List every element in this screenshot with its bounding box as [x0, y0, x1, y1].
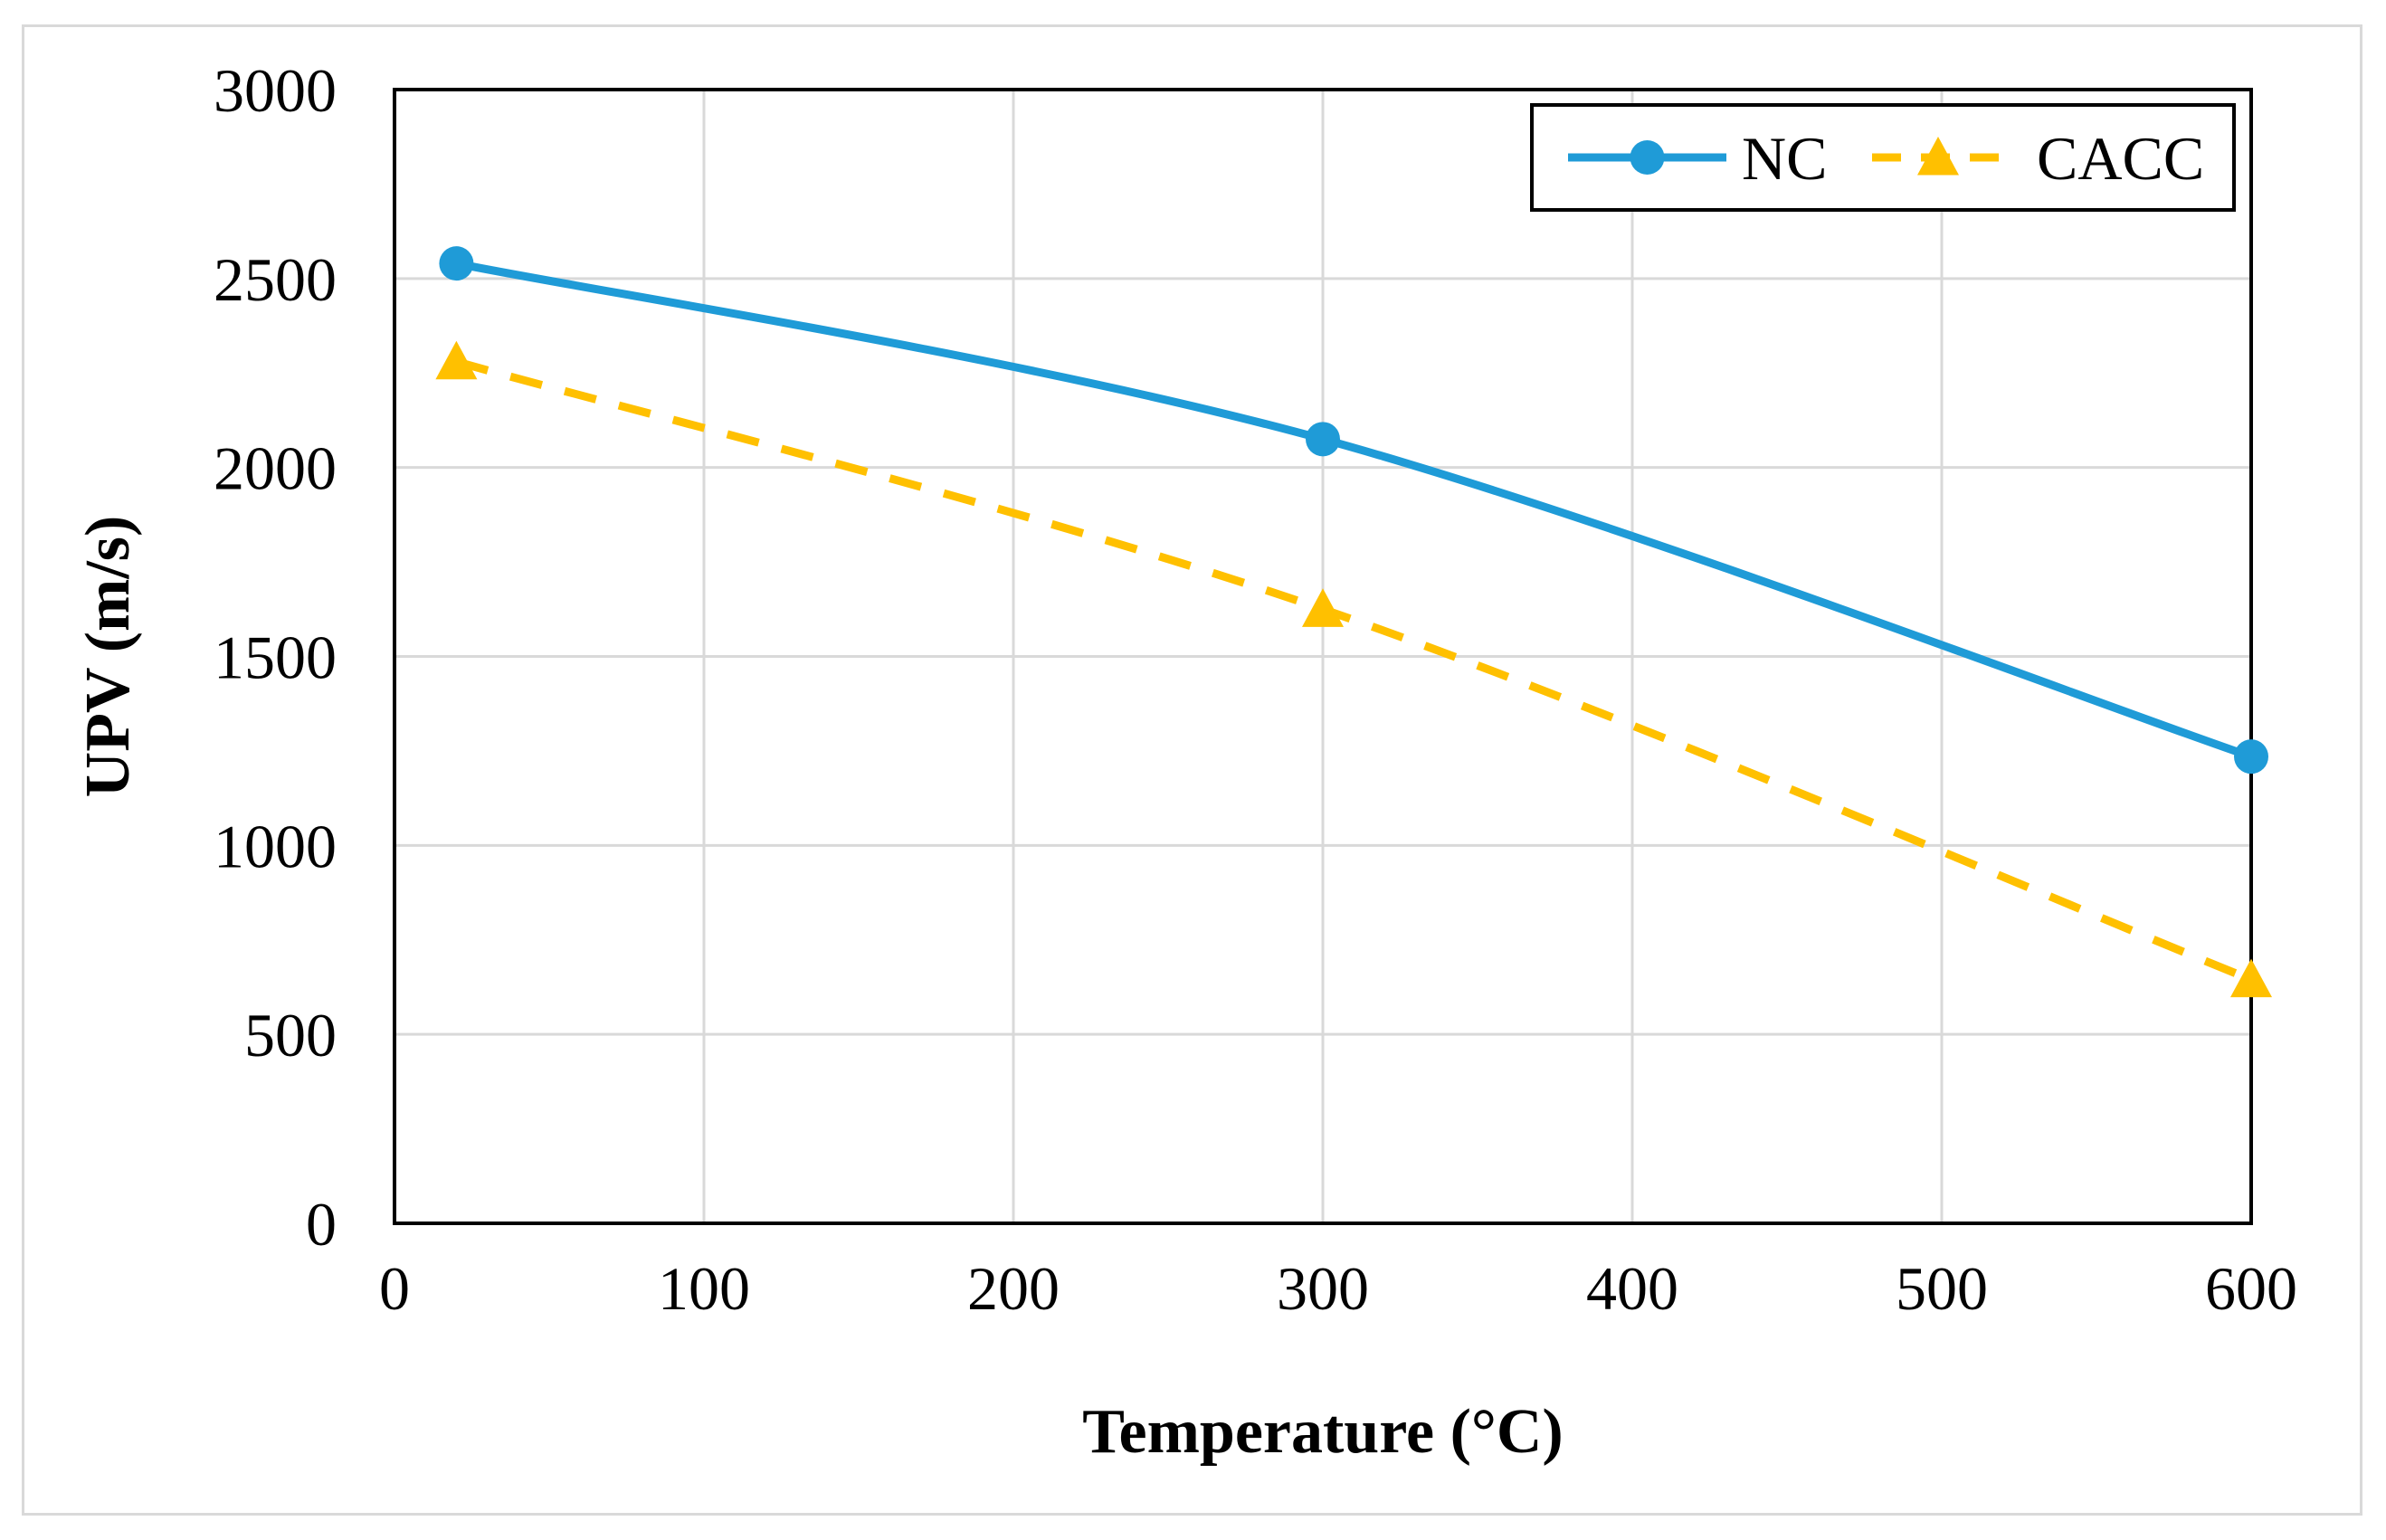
x-tick-label: 300 [1277, 1254, 1369, 1323]
legend: NC CACC [1530, 103, 2236, 212]
series-layer [435, 246, 2272, 998]
chart-frame [22, 24, 2362, 1516]
plot-area [393, 88, 2253, 1225]
legend-marker-cacc [1917, 137, 1959, 176]
y-tick-label: 1500 [214, 623, 337, 692]
y-tick-label: 2000 [214, 434, 337, 503]
legend-marker-nc [1630, 140, 1665, 175]
data-point-cacc [2230, 958, 2272, 998]
x-tick-label: 500 [1896, 1254, 1988, 1323]
series-line-cacc [455, 357, 2253, 984]
data-point-nc [439, 246, 474, 281]
tick-labels: 0 100 200 300 400 500 600 0 500 1000 1500 2000 2500 3… [214, 56, 2297, 1323]
x-tick-label: 600 [2205, 1254, 2297, 1323]
data-point-cacc [435, 340, 478, 380]
legend-label-nc: NC [1742, 124, 1827, 193]
legend-label-cacc: CACC [2037, 124, 2204, 193]
y-tick-label: 2500 [214, 245, 337, 314]
series-line-nc [455, 259, 2253, 761]
x-tick-label: 100 [658, 1254, 750, 1323]
x-tick-label: 0 [379, 1254, 410, 1323]
x-tick-label: 200 [967, 1254, 1060, 1323]
x-tick-label: 400 [1586, 1254, 1678, 1323]
x-axis-title: Temperature (°C) [1082, 1397, 1564, 1467]
data-point-nc [2234, 739, 2268, 775]
y-axis-title: UPV (m/s) [73, 516, 143, 798]
y-tick-label: 3000 [214, 56, 337, 125]
data-point-nc [1306, 422, 1340, 457]
data-point-cacc [1302, 588, 1344, 627]
y-tick-label: 0 [306, 1190, 337, 1259]
y-tick-label: 500 [244, 1001, 337, 1069]
y-tick-label: 1000 [214, 812, 337, 880]
